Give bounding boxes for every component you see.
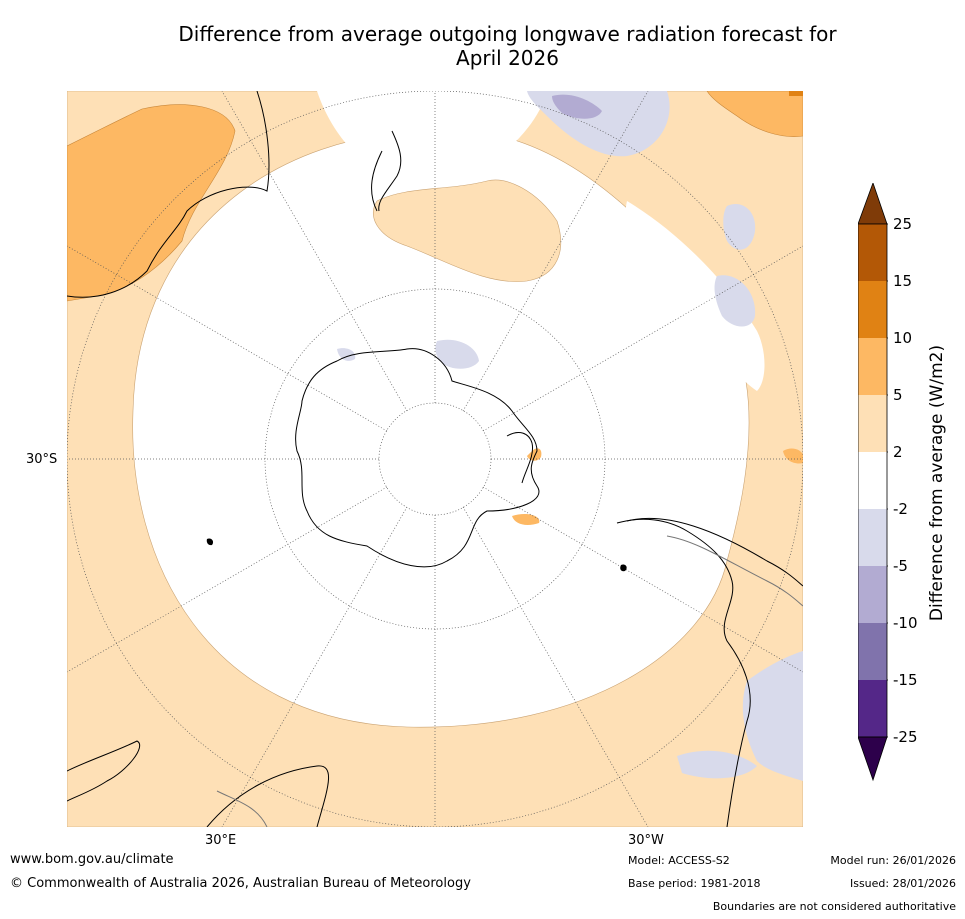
neutral-gap-north [317, 91, 547, 187]
website-link[interactable]: www.bom.gov.au/climate [10, 852, 174, 867]
colorbar-tick: 10 [893, 329, 913, 347]
lon-label-30e: 30°E [205, 833, 237, 848]
south-america-coast-3 [626, 517, 803, 587]
anomaly-spot-weddell [512, 513, 540, 525]
anomaly-patch-negative-6 [742, 651, 803, 781]
colorbar-frame [857, 223, 888, 738]
model-run-date: Model run: 26/01/2026 [830, 854, 956, 867]
antarctica-coastline [295, 348, 540, 568]
anomaly-fields [67, 91, 803, 827]
island-south-georgia [620, 564, 627, 572]
colorbar-bin-m10-m15 [858, 623, 887, 680]
anomaly-patch-ne-dark [789, 91, 803, 96]
colorbar-bin-m15-m25 [858, 680, 887, 737]
island-kerguelen [206, 538, 214, 546]
africa-south-coast [206, 765, 330, 827]
anomaly-patch-nw [67, 104, 236, 302]
colorbar-tick: -15 [893, 671, 918, 689]
colorbar-tick: 15 [893, 272, 913, 290]
africa-coast [67, 740, 141, 802]
colorbar-bin-neutral [858, 452, 887, 509]
colorbar-over-arrow [857, 181, 888, 225]
issued-date: Issued: 28/01/2026 [849, 877, 956, 890]
anomaly-patch-negative-8 [337, 348, 356, 361]
colorbar-tick: -5 [893, 557, 908, 575]
new-zealand-coast [378, 130, 402, 212]
colorbar-bin-5-10 [858, 338, 887, 395]
colorbar-bin-m5-m10 [858, 566, 887, 623]
colorbar-bin-10-15 [858, 281, 887, 338]
south-america-coast [616, 518, 751, 827]
lat-label-30s: 30°S [26, 452, 58, 467]
south-america-coast-2 [666, 535, 803, 607]
colorbar-tick: 25 [893, 215, 913, 233]
anomaly-patch-negative-2 [552, 94, 602, 119]
colorbar-bin-2-5 [858, 395, 887, 452]
africa-border [216, 790, 268, 827]
longitude-lines [67, 91, 803, 827]
neutral-gap-east [625, 201, 765, 391]
anomaly-patch-pacific [372, 179, 561, 282]
base-period: Base period: 1981-2018 [628, 877, 761, 890]
lon-label-30w: 30°W [628, 833, 664, 848]
antarctic-peninsula [506, 432, 534, 484]
anomaly-spot-atlantic [783, 448, 803, 464]
boundary-disclaimer: Boundaries are not considered authoritat… [712, 900, 956, 913]
anomaly-patch-negative-7 [677, 750, 757, 779]
colorbar-tick: -2 [893, 500, 908, 518]
colorbar-bin-15-25 [858, 224, 887, 281]
polar-map [67, 91, 803, 827]
colorbar-tick: 5 [893, 386, 903, 404]
anomaly-patch-negative-3 [723, 203, 756, 250]
colorbar-swatches [857, 181, 891, 782]
title-line-1: Difference from average outgoing longwav… [178, 22, 837, 46]
map-title: Difference from average outgoing longwav… [60, 22, 955, 70]
new-zealand-coast-2 [371, 150, 383, 212]
copyright-text: © Commonwealth of Australia 2026, Austra… [10, 876, 471, 891]
title-line-2: April 2026 [456, 46, 559, 70]
colorbar-under-arrow [857, 736, 888, 782]
map-canvas [67, 91, 803, 827]
colorbar [857, 181, 891, 783]
australia-coast [67, 91, 270, 298]
colorbar-tick: -10 [893, 614, 918, 632]
colorbar-tick: 2 [893, 443, 903, 461]
colorbar-label: Difference from average (W/m2) [927, 344, 947, 622]
colorbar-tick: -25 [893, 728, 918, 746]
anomaly-patch-ne [706, 91, 803, 137]
anomaly-patch-negative-4 [714, 275, 756, 327]
colorbar-bin-m2-m5 [858, 509, 887, 566]
anomaly-patch-negative-5 [435, 339, 479, 369]
model-name: Model: ACCESS-S2 [628, 854, 730, 867]
